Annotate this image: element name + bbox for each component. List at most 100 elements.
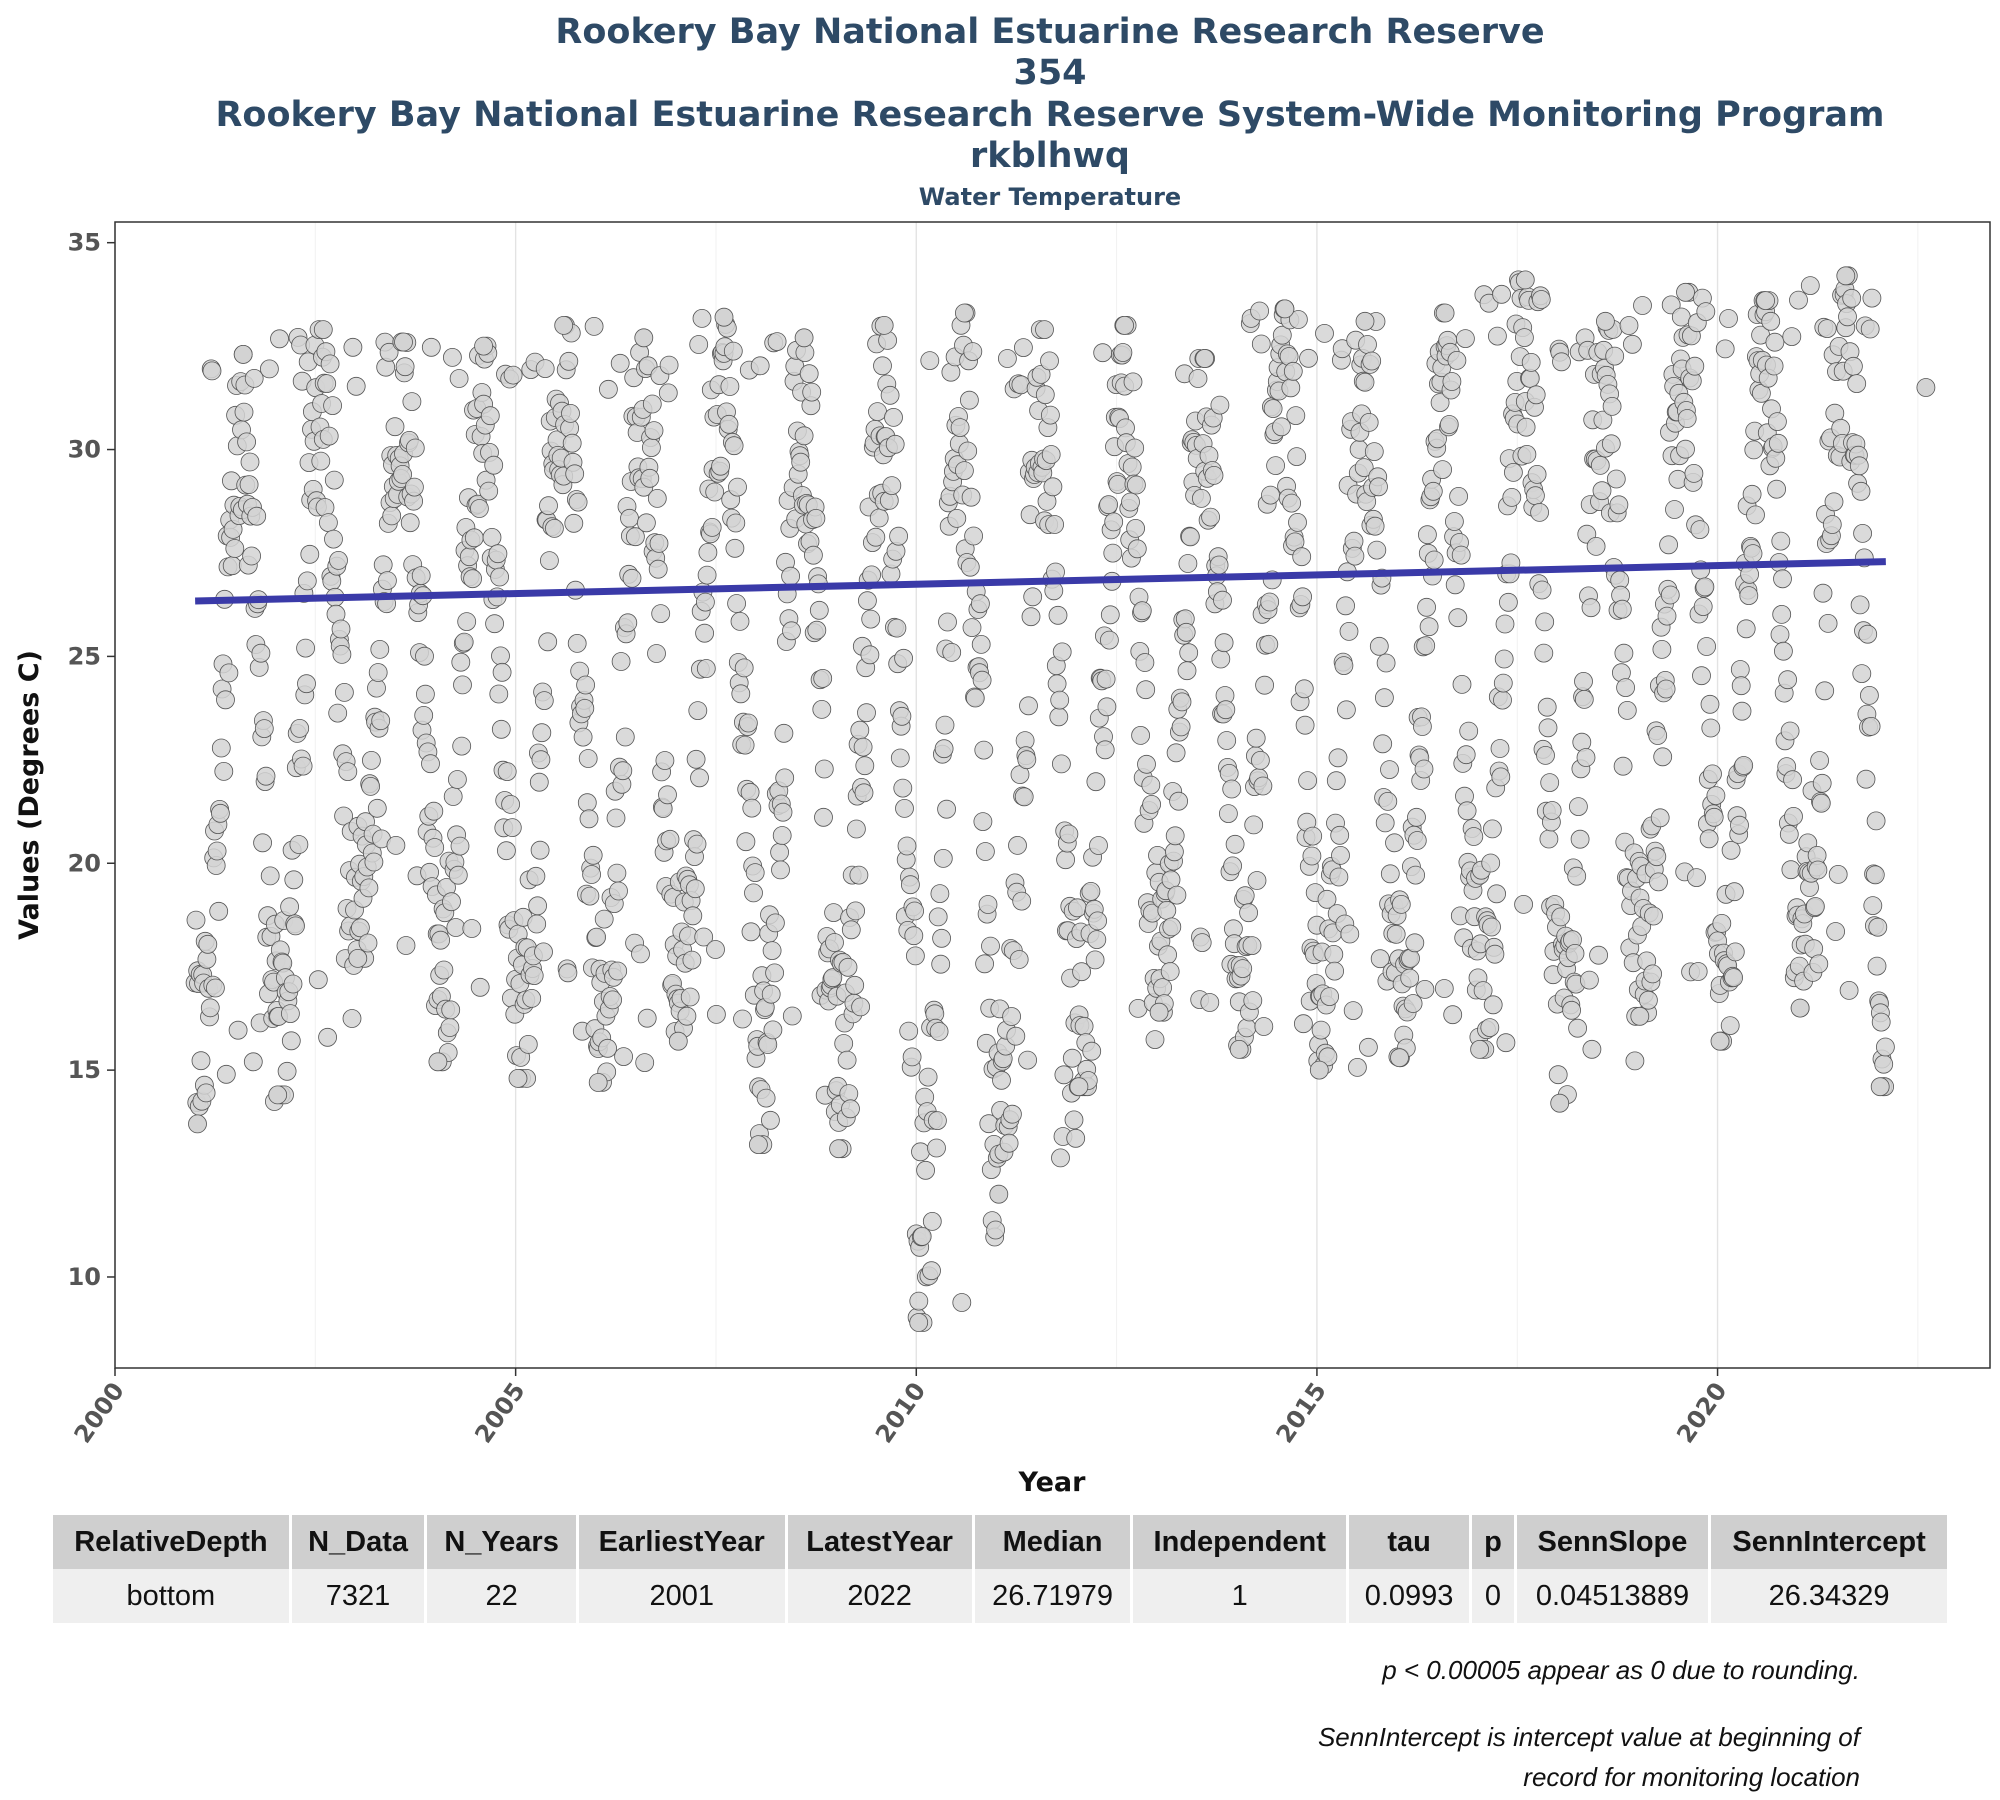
data-point bbox=[897, 836, 917, 856]
data-point bbox=[930, 884, 950, 903]
data-point bbox=[1281, 378, 1301, 398]
data-point bbox=[1676, 282, 1695, 302]
data-point bbox=[893, 778, 913, 798]
data-point bbox=[1456, 745, 1476, 765]
data-point bbox=[1167, 885, 1187, 905]
data-point bbox=[1470, 1040, 1489, 1059]
data-point bbox=[1261, 485, 1280, 505]
data-point bbox=[1359, 1037, 1378, 1057]
data-point bbox=[343, 337, 363, 357]
data-point bbox=[1331, 846, 1350, 865]
data-point bbox=[1405, 933, 1425, 953]
data-point bbox=[1515, 328, 1534, 348]
data-point bbox=[1123, 372, 1143, 392]
data-point bbox=[668, 1031, 688, 1051]
data-point bbox=[1589, 945, 1608, 965]
data-point bbox=[1697, 637, 1716, 656]
data-point bbox=[1746, 505, 1765, 525]
data-point bbox=[281, 1031, 301, 1051]
data-point bbox=[200, 998, 220, 1018]
data-point bbox=[607, 863, 627, 883]
data-point bbox=[1158, 945, 1177, 965]
data-point bbox=[1337, 700, 1356, 720]
data-point bbox=[1288, 513, 1307, 532]
data-point bbox=[1012, 891, 1032, 911]
data-point bbox=[1059, 824, 1079, 844]
data-point bbox=[431, 930, 451, 950]
data-point bbox=[1041, 445, 1061, 464]
data-point bbox=[1464, 827, 1484, 846]
data-point bbox=[1781, 860, 1801, 880]
data-point bbox=[364, 852, 384, 872]
data-point bbox=[379, 342, 399, 362]
trend-line-group bbox=[195, 558, 1886, 605]
data-point bbox=[685, 879, 705, 899]
data-point bbox=[1648, 726, 1668, 745]
data-point bbox=[1502, 487, 1522, 507]
data-point bbox=[1539, 829, 1559, 849]
data-point bbox=[658, 383, 678, 403]
data-point bbox=[503, 365, 523, 385]
data-point bbox=[1135, 653, 1155, 672]
data-point bbox=[205, 978, 225, 998]
y-tick-label: 30 bbox=[68, 436, 101, 464]
data-point bbox=[1255, 675, 1274, 695]
data-point bbox=[749, 1135, 768, 1154]
data-point bbox=[313, 320, 333, 340]
data-point bbox=[922, 1261, 941, 1281]
data-point bbox=[1743, 544, 1763, 563]
data-point bbox=[727, 594, 746, 613]
data-point bbox=[385, 417, 405, 437]
data-point bbox=[723, 341, 743, 361]
x-tick-label: 2015 bbox=[1271, 1377, 1332, 1448]
data-point bbox=[1605, 346, 1625, 366]
data-point bbox=[1493, 673, 1513, 693]
data-point bbox=[868, 402, 887, 422]
data-point bbox=[1157, 901, 1177, 920]
x-tick-label: 2010 bbox=[870, 1377, 931, 1448]
data-point bbox=[1782, 327, 1802, 347]
data-point bbox=[1223, 856, 1242, 876]
data-point bbox=[1744, 440, 1764, 460]
data-point bbox=[1574, 690, 1594, 709]
data-point bbox=[1074, 1016, 1094, 1036]
data-point bbox=[686, 749, 706, 769]
data-point bbox=[823, 968, 843, 988]
data-point bbox=[1459, 721, 1479, 741]
data-point bbox=[861, 609, 881, 629]
data-point bbox=[539, 496, 558, 516]
data-point bbox=[1815, 681, 1835, 701]
data-point bbox=[1581, 598, 1601, 618]
data-point bbox=[742, 798, 762, 818]
data-point bbox=[474, 336, 494, 356]
chart-title-line4: rkblhwq bbox=[970, 136, 1130, 176]
data-point bbox=[1493, 690, 1512, 710]
data-point bbox=[1676, 439, 1695, 459]
y-tick-label: 25 bbox=[68, 642, 101, 670]
data-point bbox=[1401, 949, 1420, 968]
data-point bbox=[799, 364, 819, 384]
data-point bbox=[1515, 270, 1535, 290]
data-point bbox=[508, 1069, 528, 1088]
data-point bbox=[588, 1073, 608, 1092]
data-point bbox=[196, 1083, 216, 1103]
data-point bbox=[1783, 770, 1802, 790]
data-point bbox=[1701, 718, 1721, 738]
data-point bbox=[324, 470, 344, 490]
data-point bbox=[1430, 393, 1450, 413]
data-point bbox=[1842, 288, 1862, 308]
data-point bbox=[1283, 361, 1303, 381]
data-point bbox=[1457, 801, 1477, 821]
data-point bbox=[1653, 747, 1673, 767]
data-point bbox=[696, 659, 716, 678]
data-point bbox=[963, 342, 983, 362]
data-point bbox=[1659, 535, 1678, 555]
data-point bbox=[289, 835, 309, 854]
data-point bbox=[1219, 764, 1239, 783]
data-point bbox=[1052, 754, 1071, 774]
data-point bbox=[1295, 715, 1315, 735]
data-point bbox=[346, 376, 366, 396]
data-point bbox=[1532, 580, 1552, 600]
data-point bbox=[425, 838, 445, 857]
data-point bbox=[348, 949, 368, 968]
